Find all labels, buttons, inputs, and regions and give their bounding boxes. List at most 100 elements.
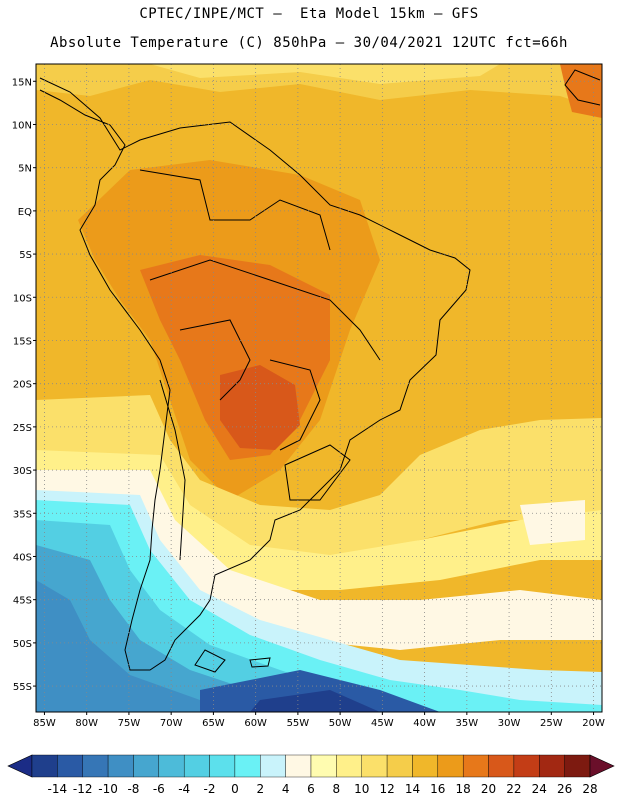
colorbar-under-arrow [7, 754, 33, 778]
colorbar-swatch [336, 754, 362, 778]
colorbar-tick-label: 24 [532, 782, 547, 796]
longitude-labels: 85W 80W 75W 70W 65W 60W 55W 50W 45W 40W 35W 30W 25W 2… [33, 712, 605, 729]
lat-label: 20S [13, 380, 32, 391]
lat-label: 5S [19, 250, 32, 261]
colorbar-tick-label: 18 [456, 782, 471, 796]
lat-label: 25S [13, 423, 32, 434]
border-1 [139, 169, 331, 251]
lon-label: 85W [33, 718, 56, 729]
colorbar-tick-label: 16 [430, 782, 445, 796]
lon-label: 80W [75, 718, 98, 729]
falklands [249, 657, 271, 668]
colorbar-swatch [133, 754, 160, 778]
lat-label: 10N [12, 120, 32, 131]
lon-label: 35W [456, 718, 479, 729]
border-4 [269, 359, 321, 451]
colorbar-swatch [31, 754, 58, 778]
latitude-labels: 15N 10N 5N EQ 5S 10S 15S 20S 25S 30S 35S 40S 45S 50S 5… [12, 77, 36, 693]
lat-label: 15S [13, 336, 32, 347]
map-frame [35, 63, 603, 713]
colorbar-swatch [462, 754, 489, 778]
colorbar-swatch [285, 754, 312, 778]
lon-label: 30W [498, 718, 521, 729]
colorbar-tick-label: -2 [204, 782, 216, 796]
colorbar-tick-label: 20 [481, 782, 496, 796]
colorbar-tick-label: -4 [178, 782, 190, 796]
colorbar-swatch [310, 754, 337, 778]
lat-label: 15N [12, 77, 32, 88]
border-chile-arg [159, 379, 186, 561]
field-south-yellow [36, 395, 602, 560]
chart-title-line-2: Absolute Temperature (C) 850hPa – 30/04/… [50, 35, 568, 51]
colorbar-tick-label: 26 [557, 782, 572, 796]
colorbar-swatch [183, 754, 210, 778]
border-3 [179, 319, 251, 401]
colorbar-tick-label: -8 [127, 782, 139, 796]
lon-label: 55W [287, 718, 310, 729]
colorbar-swatch [488, 754, 515, 778]
colorbar-tick-label: -12 [73, 782, 93, 796]
field-east-pale [520, 500, 585, 545]
lon-label: 65W [202, 718, 225, 729]
lat-label: 40S [13, 552, 32, 563]
colorbar-swatch [564, 754, 591, 778]
lon-label: 20W [582, 718, 605, 729]
lat-lon-grid [36, 64, 602, 712]
colorbar-swatch [437, 754, 464, 778]
colorbar-over-arrow [589, 754, 615, 778]
colorbar-tick-label: 28 [582, 782, 597, 796]
field-cream [36, 470, 602, 650]
colorbar-tick-label: 0 [231, 782, 239, 796]
field-core-hot [220, 365, 300, 450]
colorbar-swatch [513, 754, 540, 778]
lon-label: 25W [540, 718, 563, 729]
colorbar-swatch [209, 754, 236, 778]
colorbar: -14 -12 -10 -8 -6 -4 -2 0 2 4 6 8 10 12 14 16 18 20 22 24 26… [7, 754, 615, 796]
field-cold-darkest [250, 690, 380, 712]
colorbar-tick-label: 10 [354, 782, 369, 796]
lat-label: 50S [13, 639, 32, 650]
colorbar-tick-label: 22 [506, 782, 521, 796]
border-2 [149, 259, 381, 361]
border-uruguay [284, 444, 351, 501]
chart-title-line-1: CPTEC/INPE/MCT – Eta Model 15km – GFS [139, 6, 479, 22]
colorbar-swatch [260, 754, 286, 778]
lat-label: 45S [13, 596, 32, 607]
temperature-field [36, 64, 602, 712]
colorbar-swatch [361, 754, 388, 778]
colorbar-tick-label: -14 [48, 782, 68, 796]
colorbar-swatch [234, 754, 261, 778]
colorbar-tick-label: 14 [405, 782, 420, 796]
colorbar-swatch [386, 754, 413, 778]
colorbar-tick-label: 4 [282, 782, 290, 796]
field-cold-deep [36, 580, 240, 712]
colorbar-swatch [82, 754, 109, 778]
colorbar-swatch [412, 754, 439, 778]
lat-label: 35S [13, 509, 32, 520]
field-north-light [150, 64, 500, 84]
lat-label: 30S [13, 466, 32, 477]
lon-label: 40W [413, 718, 436, 729]
colorbar-swatch [158, 754, 185, 778]
lon-label: 60W [244, 718, 267, 729]
lon-label: 50W [329, 718, 352, 729]
field-south-lightyellow [36, 450, 602, 590]
colorbar-tick-label: 6 [307, 782, 315, 796]
lat-label: 10S [13, 293, 32, 304]
colorbar-tick-label: -10 [98, 782, 118, 796]
colorbar-tick-label: 12 [379, 782, 394, 796]
lon-label: 75W [118, 718, 141, 729]
colorbar-tick-label: -6 [153, 782, 165, 796]
colorbar-tick-label: 8 [333, 782, 341, 796]
lat-label: 5N [18, 164, 32, 175]
lat-label: EQ [18, 207, 32, 218]
colorbar-tick-label: 2 [256, 782, 264, 796]
colorbar-swatch [539, 754, 565, 778]
colorbar-swatch [107, 754, 134, 778]
island [194, 649, 226, 673]
africa-edge [564, 69, 601, 106]
lon-label: 70W [160, 718, 183, 729]
lat-label: 55S [13, 682, 32, 693]
colorbar-swatch [57, 754, 83, 778]
